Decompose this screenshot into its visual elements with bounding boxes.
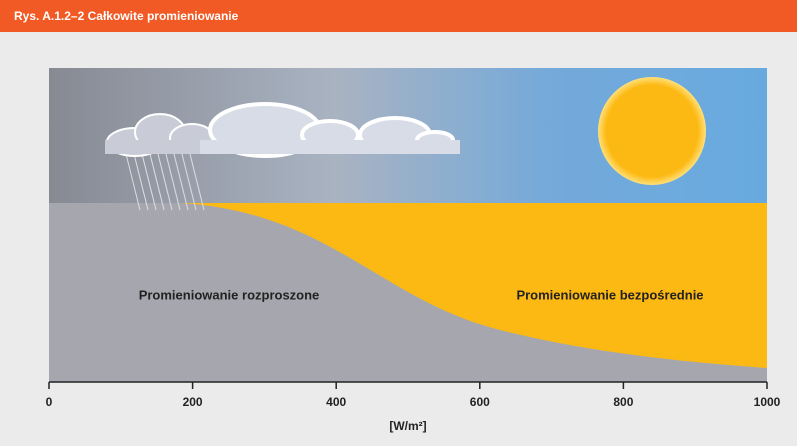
x-tick-label: 400 bbox=[326, 395, 346, 409]
x-axis-label: [W/m²] bbox=[389, 419, 426, 433]
annotation: Promieniowanie rozproszone bbox=[139, 287, 320, 302]
header-bar bbox=[0, 0, 797, 32]
x-tick-label: 600 bbox=[470, 395, 490, 409]
x-tick-label: 0 bbox=[46, 395, 53, 409]
x-tick-label: 800 bbox=[613, 395, 633, 409]
chart-title: Rys. A.1.2–2 Całkowite promieniowanie bbox=[14, 9, 239, 23]
illustration bbox=[49, 68, 767, 382]
x-tick-label: 200 bbox=[183, 395, 203, 409]
annotation: Promieniowanie bezpośrednie bbox=[516, 287, 703, 302]
x-tick-label: 1000 bbox=[754, 395, 781, 409]
